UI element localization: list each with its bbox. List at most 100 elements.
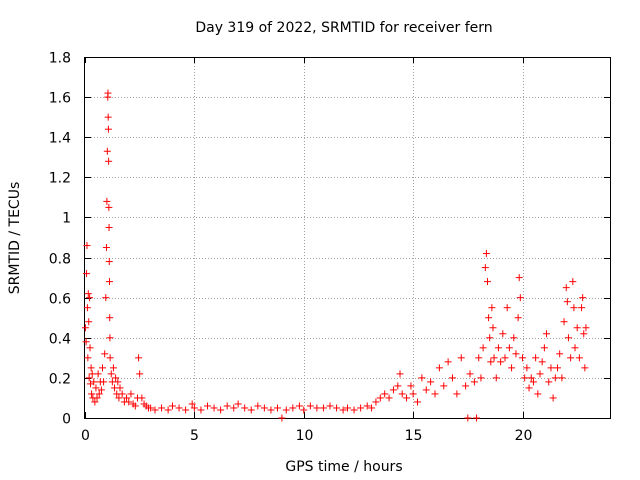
x-tick-label: 10	[296, 428, 314, 444]
data-point	[90, 378, 98, 386]
data-point	[94, 370, 102, 378]
data-point	[422, 386, 430, 394]
data-point	[551, 374, 559, 382]
data-point	[234, 400, 242, 408]
data-point	[372, 398, 380, 406]
data-point	[104, 113, 112, 121]
data-point	[580, 330, 588, 338]
data-point	[123, 394, 131, 402]
data-point	[217, 406, 225, 414]
data-point	[84, 290, 92, 298]
data-point	[103, 197, 111, 205]
y-tick-label: 0.8	[49, 252, 71, 268]
data-point	[564, 334, 572, 342]
data-point	[88, 370, 96, 378]
y-tick-label: 1.4	[49, 131, 71, 147]
data-point	[581, 364, 589, 372]
data-point	[470, 378, 478, 386]
data-point	[523, 364, 531, 372]
data-point	[197, 406, 205, 414]
data-points	[81, 89, 590, 422]
data-point	[501, 354, 509, 362]
y-tick-label: 1.6	[49, 91, 71, 107]
data-point	[543, 330, 551, 338]
data-point	[549, 394, 557, 402]
data-point	[538, 358, 546, 366]
data-point	[487, 358, 495, 366]
data-point	[87, 364, 95, 372]
grid-lines	[85, 57, 610, 418]
data-point	[486, 334, 494, 342]
data-point	[88, 390, 96, 398]
data-point	[104, 125, 112, 133]
data-point	[241, 404, 249, 412]
data-point	[106, 314, 114, 322]
data-point	[529, 378, 537, 386]
data-point	[462, 382, 470, 390]
data-point	[567, 354, 575, 362]
data-point	[481, 264, 489, 272]
data-point	[558, 374, 566, 382]
data-point	[457, 354, 465, 362]
data-point	[514, 314, 522, 322]
y-tick-label: 0.2	[49, 372, 71, 388]
data-point	[84, 354, 92, 362]
data-point	[562, 284, 570, 292]
data-point	[210, 404, 218, 412]
data-point	[274, 404, 281, 412]
data-point	[563, 298, 571, 306]
data-point	[444, 358, 452, 366]
data-point	[414, 398, 421, 406]
data-point	[497, 358, 505, 366]
data-point	[306, 402, 314, 410]
data-point	[418, 374, 426, 382]
data-point	[83, 242, 91, 250]
data-point	[385, 394, 393, 402]
data-point	[86, 294, 94, 302]
data-point	[556, 350, 564, 358]
data-point	[230, 404, 238, 412]
chart-title: Day 319 of 2022, SRMTID for receiver fer…	[195, 20, 492, 36]
data-point	[363, 402, 371, 410]
x-axis-ticks: 0 5 10 15 20	[81, 57, 532, 444]
data-point	[91, 398, 99, 406]
data-point	[525, 384, 533, 392]
data-point	[300, 406, 308, 414]
x-tick-label: 15	[405, 428, 423, 444]
data-point	[505, 344, 513, 352]
data-point	[333, 404, 341, 412]
data-point	[569, 278, 577, 286]
data-point	[579, 294, 587, 302]
data-point	[182, 406, 190, 414]
y-tick-label: 1.2	[49, 171, 71, 187]
data-point	[86, 344, 94, 352]
data-point	[389, 386, 397, 394]
data-point	[112, 374, 120, 382]
data-point	[102, 294, 110, 302]
data-point	[319, 404, 327, 412]
data-point	[190, 404, 198, 412]
data-point	[103, 147, 111, 155]
data-point	[570, 304, 578, 312]
y-tick-label: 0.4	[49, 332, 71, 348]
data-point	[477, 374, 485, 382]
data-point	[204, 402, 211, 410]
data-point	[490, 354, 498, 362]
data-point	[409, 390, 417, 398]
data-point	[545, 378, 553, 386]
data-point	[532, 354, 540, 362]
data-point	[107, 370, 115, 378]
data-point	[135, 354, 143, 362]
x-tick-label: 20	[515, 428, 533, 444]
data-point	[453, 390, 461, 398]
data-point	[289, 404, 297, 412]
data-point	[368, 404, 376, 412]
data-point	[105, 157, 113, 165]
y-tick-label: 1	[62, 211, 71, 227]
data-point	[101, 350, 109, 358]
data-point	[164, 406, 172, 414]
data-point	[106, 334, 114, 342]
data-point	[547, 364, 555, 372]
data-point	[175, 404, 183, 412]
